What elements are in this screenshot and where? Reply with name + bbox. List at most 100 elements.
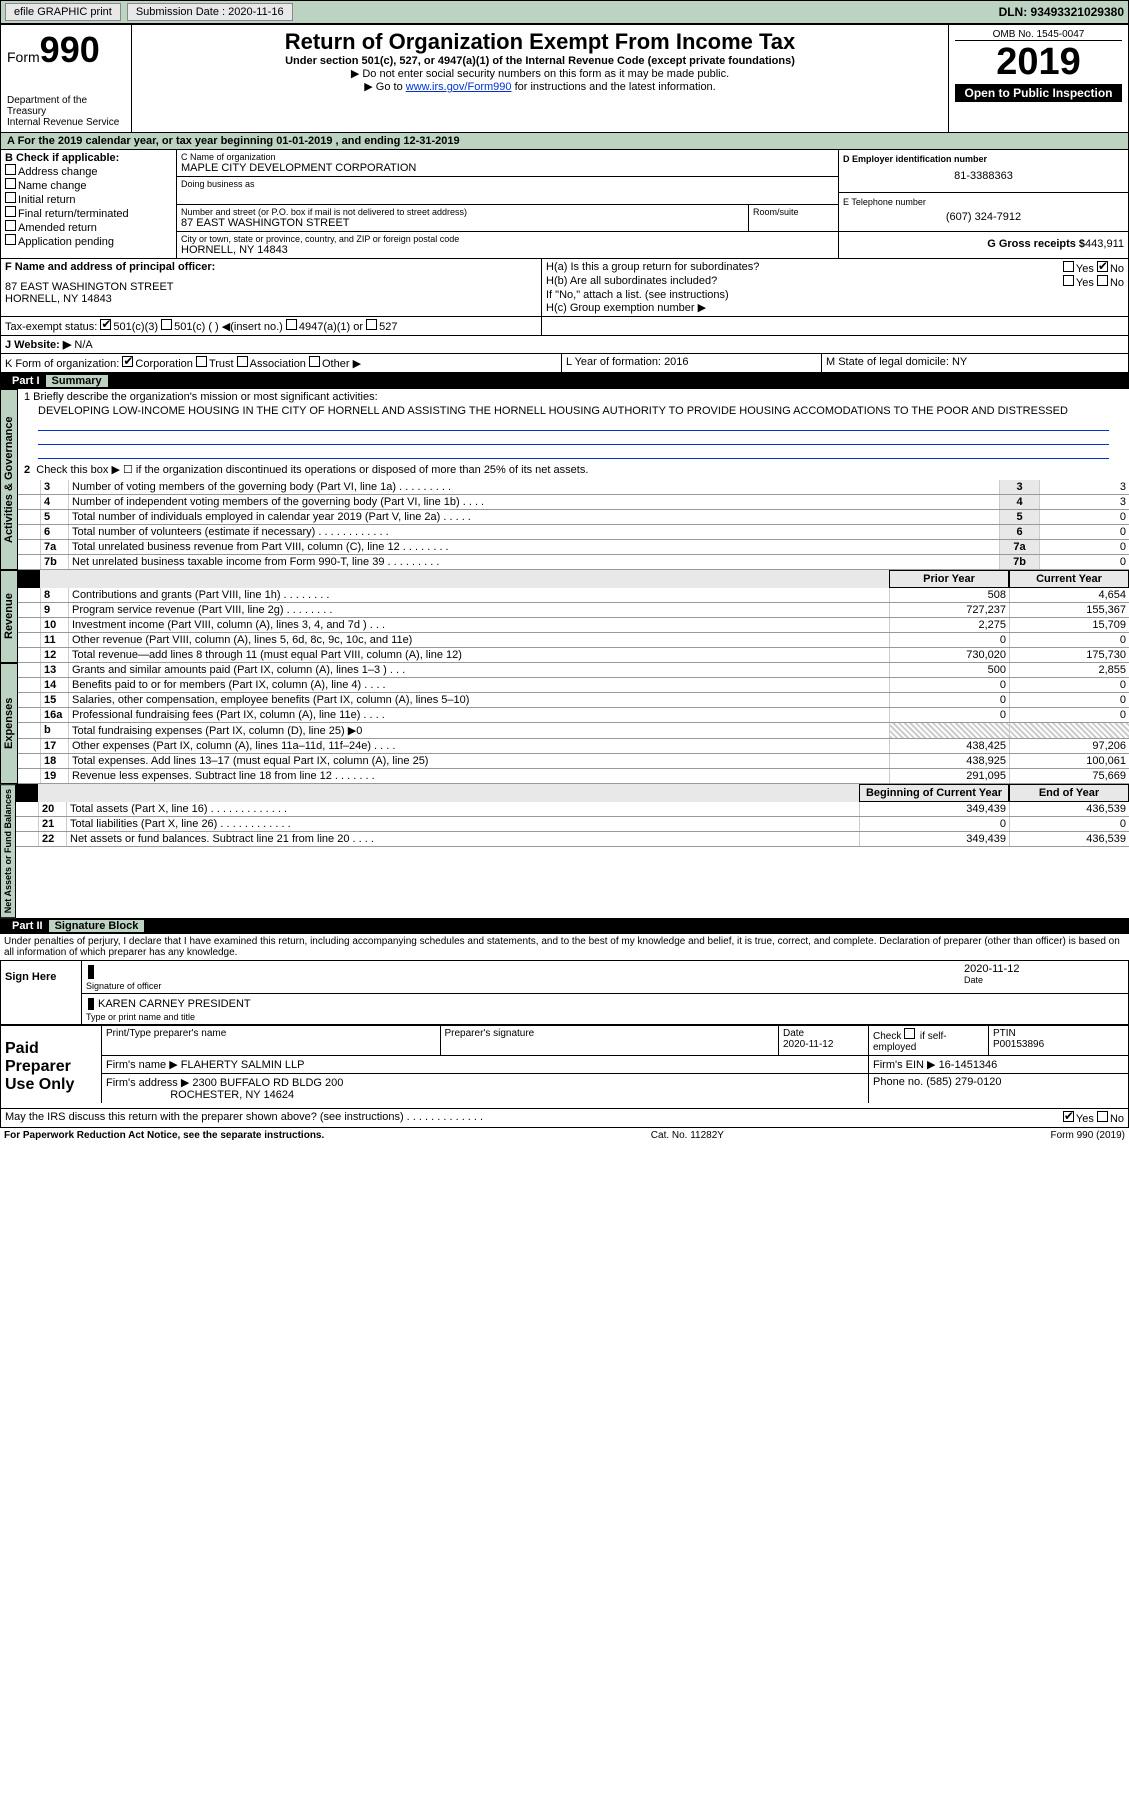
ruled-line: [38, 417, 1109, 431]
j-label: J Website: ▶: [5, 339, 71, 351]
hb-yes[interactable]: [1063, 275, 1074, 286]
omb-label: OMB No. 1545-0047: [955, 29, 1122, 41]
ptin-label: PTIN: [993, 1028, 1016, 1039]
efile-button[interactable]: efile GRAPHIC print: [5, 3, 121, 21]
firm-addr1: 2300 BUFFALO RD BLDG 200: [192, 1077, 343, 1089]
goto-prefix: ▶ Go to: [364, 81, 405, 93]
section-deg: D Employer identification number 81-3388…: [838, 150, 1128, 258]
p-h1: Print/Type preparer's name: [101, 1026, 440, 1055]
prior-current-header: Prior Year Current Year: [18, 570, 1129, 588]
officer-name: KAREN CARNEY PRESIDENT: [88, 998, 1122, 1010]
checkbox-final[interactable]: [5, 206, 16, 217]
part1-num: Part I: [6, 375, 46, 387]
irs-label: Internal Revenue Service: [7, 117, 125, 128]
i-501c[interactable]: [161, 319, 172, 330]
gross-receipts: 443,911: [1085, 238, 1124, 250]
l-value: 2016: [664, 356, 688, 368]
rev-line-12: 12Total revenue—add lines 8 through 11 (…: [18, 648, 1129, 663]
exp-line-18: 18Total expenses. Add lines 13–17 (must …: [18, 754, 1129, 769]
exp-line-14: 14Benefits paid to or for members (Part …: [18, 678, 1129, 693]
eoy-label: End of Year: [1009, 784, 1129, 802]
i-4947[interactable]: [286, 319, 297, 330]
b-lead: B Check if applicable:: [5, 152, 172, 164]
part1-bar: Part I Summary: [0, 373, 1129, 389]
prior-year-label: Prior Year: [889, 570, 1009, 588]
net-line-21: 21Total liabilities (Part X, line 26) . …: [16, 817, 1129, 832]
g-label: G Gross receipts $: [987, 238, 1085, 250]
k-corp[interactable]: [122, 356, 133, 367]
current-year-label: Current Year: [1009, 570, 1129, 588]
period-row: A For the 2019 calendar year, or tax yea…: [0, 133, 1129, 150]
mission-label: 1 Briefly describe the organization's mi…: [18, 389, 1129, 405]
section-b: B Check if applicable: Address change Na…: [1, 150, 176, 258]
f-label: F Name and address of principal officer:: [5, 261, 537, 273]
dln-label: DLN: 93493321029380: [999, 5, 1124, 19]
net-line-22: 22Net assets or fund balances. Subtract …: [16, 832, 1129, 847]
part2-title: Signature Block: [49, 920, 145, 932]
part2-bar: Part II Signature Block: [0, 918, 1129, 934]
submission-date-button[interactable]: Submission Date : 2020-11-16: [127, 3, 293, 21]
discuss-yes[interactable]: [1063, 1111, 1074, 1122]
d-label: D Employer identification number: [843, 154, 1124, 164]
rev-line-10: 10Investment income (Part VIII, column (…: [18, 618, 1129, 633]
checkbox-pending[interactable]: [5, 234, 16, 245]
i-527[interactable]: [366, 319, 377, 330]
side-revenue: Revenue: [0, 570, 18, 663]
section-c: C Name of organization MAPLE CITY DEVELO…: [176, 150, 838, 258]
section-klm: K Form of organization: Corporation Trus…: [0, 354, 1129, 373]
f-addr1: 87 EAST WASHINGTON STREET: [5, 281, 537, 293]
rev-line-11: 11Other revenue (Part VIII, column (A), …: [18, 633, 1129, 648]
firm-addr2: ROCHESTER, NY 14624: [170, 1089, 294, 1101]
b-item-amended: Amended return: [5, 220, 172, 234]
k-assoc[interactable]: [237, 356, 248, 367]
exp-line-16a: 16aProfessional fundraising fees (Part I…: [18, 708, 1129, 723]
instructions-link[interactable]: www.irs.gov/Form990: [406, 81, 512, 93]
section-j: J Website: ▶ N/A: [0, 336, 1129, 354]
ha-yes[interactable]: [1063, 261, 1074, 272]
gov-line-6: 6Total number of volunteers (estimate if…: [18, 525, 1129, 540]
hb-no[interactable]: [1097, 275, 1108, 286]
boc-label: Beginning of Current Year: [859, 784, 1009, 802]
subtitle-2: ▶ Do not enter social security numbers o…: [138, 67, 942, 80]
checkbox-address[interactable]: [5, 164, 16, 175]
gov-line-3: 3Number of voting members of the governi…: [18, 480, 1129, 495]
discuss-no[interactable]: [1097, 1111, 1108, 1122]
paid-preparer-block: Paid Preparer Use Only Print/Type prepar…: [0, 1025, 1129, 1109]
form-number: 990: [40, 29, 100, 70]
exp-line-15: 15Salaries, other compensation, employee…: [18, 693, 1129, 708]
section-f: F Name and address of principal officer:…: [1, 259, 541, 316]
section-i: Tax-exempt status: 501(c)(3) 501(c) ( ) …: [0, 317, 1129, 336]
sig-date: 2020-11-12: [964, 963, 1124, 975]
firm-addr-label: Firm's address ▶: [106, 1077, 189, 1089]
footer-left: For Paperwork Reduction Act Notice, see …: [4, 1130, 324, 1141]
website-value: N/A: [74, 339, 92, 351]
b-label-3: Final return/terminated: [18, 208, 129, 220]
checkbox-initial[interactable]: [5, 192, 16, 203]
sign-here-label: Sign Here: [1, 961, 81, 1024]
b-item-final: Final return/terminated: [5, 206, 172, 220]
mission-text: DEVELOPING LOW-INCOME HOUSING IN THE CIT…: [18, 405, 1129, 417]
line2-text: Check this box ▶ ☐ if the organization d…: [36, 464, 588, 476]
c-name-label: C Name of organization: [181, 152, 834, 162]
self-employed-checkbox[interactable]: [904, 1028, 915, 1039]
m-label: M State of legal domicile:: [826, 356, 949, 368]
ptin-value: P00153896: [993, 1039, 1044, 1050]
k-trust[interactable]: [196, 356, 207, 367]
boc-header: Beginning of Current Year End of Year: [16, 784, 1129, 802]
checkbox-amended[interactable]: [5, 220, 16, 231]
b-item-initial: Initial return: [5, 192, 172, 206]
b-item-pending: Application pending: [5, 234, 172, 248]
b-label-1: Name change: [18, 180, 87, 192]
form-id-cell: Form990 Department of the Treasury Inter…: [1, 25, 131, 132]
checkbox-name[interactable]: [5, 178, 16, 189]
ha-no[interactable]: [1097, 261, 1108, 272]
goto-suffix: for instructions and the latest informat…: [512, 81, 716, 93]
e-label: E Telephone number: [843, 197, 1124, 207]
page-footer: For Paperwork Reduction Act Notice, see …: [0, 1128, 1129, 1143]
i-501c3[interactable]: [100, 319, 111, 330]
firm-ein: 16-1451346: [939, 1059, 998, 1071]
p-check-label: Check: [873, 1031, 901, 1042]
b-label-4: Amended return: [18, 222, 97, 234]
k-other[interactable]: [309, 356, 320, 367]
p-h3: Date: [783, 1028, 804, 1039]
